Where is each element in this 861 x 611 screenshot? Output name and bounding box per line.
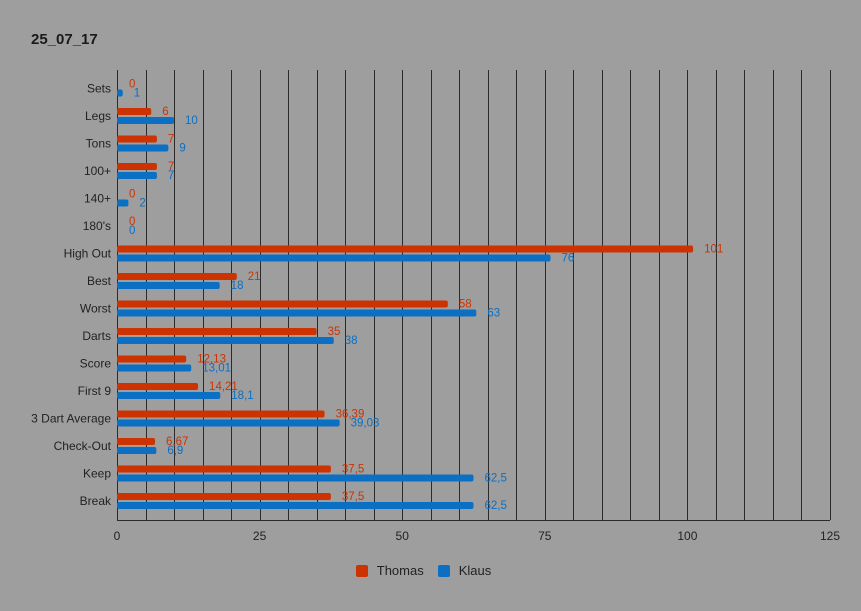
category-label: Tons [86, 137, 111, 151]
data-label-klaus: 62,5 [485, 500, 507, 512]
category-label: Check-Out [54, 439, 112, 453]
data-label-thomas: 21 [248, 271, 261, 283]
bar-thomas [117, 108, 152, 115]
category-label: 180's [83, 219, 111, 233]
data-label-klaus: 38 [345, 335, 358, 347]
bar-klaus [117, 199, 129, 207]
x-tick-label: 125 [820, 529, 840, 543]
data-label-thomas: 6 [162, 106, 168, 118]
legend: Thomas Klaus [0, 563, 861, 578]
data-label-thomas: 7 [168, 161, 174, 173]
x-tick-label: 50 [396, 529, 410, 543]
category-label: 140+ [84, 192, 111, 206]
bar-thomas [117, 383, 199, 390]
bar-klaus [117, 309, 477, 317]
bar-thomas [117, 163, 157, 170]
bar-klaus [117, 89, 123, 97]
category-label: Score [80, 357, 112, 371]
data-label-klaus: 18,1 [231, 390, 253, 402]
data-label-klaus: 10 [185, 115, 198, 127]
category-label: 3 Dart Average [31, 412, 111, 426]
x-tick-label: 25 [253, 529, 267, 543]
category-label: Break [80, 494, 112, 508]
category-label: Keep [83, 467, 111, 481]
x-tick-label: 75 [538, 529, 552, 543]
data-label-thomas: 36,39 [336, 409, 365, 421]
bar-klaus [117, 172, 157, 179]
bar-thomas [117, 135, 157, 143]
bar-klaus [117, 392, 221, 399]
data-label-klaus: 62,5 [485, 473, 507, 485]
bar-klaus [117, 144, 169, 152]
bar-klaus [117, 474, 474, 482]
x-tick-label: 0 [114, 529, 121, 543]
legend-item-thomas[interactable]: Thomas [355, 563, 424, 578]
data-label-klaus: 39,03 [351, 418, 380, 430]
data-label-thomas: 37,5 [342, 464, 364, 476]
bar-klaus [117, 337, 334, 344]
data-label-klaus: 13,01 [202, 363, 231, 375]
data-label-thomas: 7 [168, 134, 174, 146]
bar-thomas [117, 355, 187, 363]
bar-thomas [117, 493, 331, 500]
data-label-thomas: 58 [459, 299, 472, 311]
data-label-klaus: 18 [231, 280, 244, 292]
data-label-thomas: 14,21 [209, 381, 238, 393]
data-label-klaus: 1 [134, 88, 140, 100]
legend-swatch [437, 564, 450, 577]
data-label-klaus: 6,9 [167, 445, 183, 457]
category-label: 100+ [84, 164, 111, 178]
bar-thomas [117, 300, 448, 308]
category-label: Darts [82, 329, 111, 343]
bar-thomas [117, 328, 317, 335]
bar-thomas [117, 410, 325, 418]
chart-title: 25_07_17 [31, 31, 98, 48]
data-label-thomas: 35 [328, 326, 341, 338]
data-label-klaus: 76 [562, 253, 575, 265]
bar-klaus [117, 282, 220, 289]
data-label-thomas: 0 [129, 79, 135, 91]
x-tick-label: 100 [677, 529, 697, 543]
bar-thomas [117, 465, 331, 473]
data-label-klaus: 7 [168, 170, 174, 182]
category-label: Legs [85, 109, 111, 123]
bar-klaus [117, 364, 192, 372]
category-label: First 9 [78, 384, 112, 398]
data-label-klaus: 2 [139, 198, 145, 210]
category-label: Worst [80, 302, 112, 316]
data-label-thomas: 101 [704, 244, 723, 256]
data-label-thomas: 37,5 [342, 491, 364, 503]
bar-klaus [117, 447, 157, 454]
data-label-thomas: 0 [129, 189, 135, 201]
bar-thomas [117, 273, 237, 280]
category-label: Sets [87, 82, 111, 96]
data-label-klaus: 0 [129, 225, 135, 237]
data-label-thomas: 6,67 [166, 436, 188, 448]
bar-klaus [117, 502, 474, 509]
bar-klaus [117, 117, 175, 124]
data-label-klaus: 63 [487, 308, 500, 320]
data-label-thomas: 0 [129, 216, 135, 228]
legend-item-klaus[interactable]: Klaus [437, 563, 492, 578]
data-label-thomas: 12,13 [197, 354, 226, 366]
bar-klaus [117, 254, 551, 262]
category-label: Best [87, 274, 112, 288]
legend-swatch [355, 564, 368, 577]
legend-label: Klaus [458, 563, 492, 578]
bar-klaus [117, 419, 340, 427]
data-label-klaus: 9 [179, 143, 185, 155]
bar-thomas [117, 438, 156, 445]
category-label: High Out [64, 247, 112, 261]
bar-thomas [117, 245, 694, 253]
legend-label: Thomas [376, 563, 424, 578]
